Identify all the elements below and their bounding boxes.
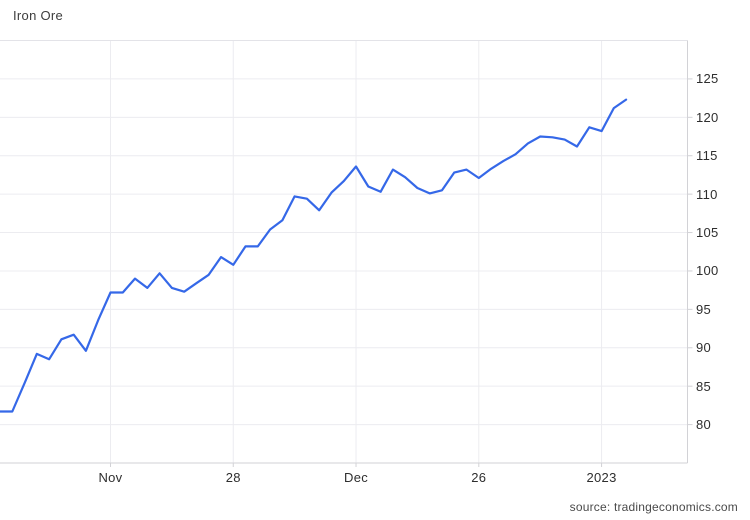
y-tick-label: 120 [696,109,719,125]
x-tick-label: Dec [344,470,369,485]
x-tick-label: Nov [98,470,123,485]
y-tick-label: 85 [696,378,712,394]
x-tick-label: 28 [225,470,241,485]
y-tick-label: 90 [696,340,712,356]
y-tick-label: 100 [696,263,719,279]
chart-title: Iron Ore [13,8,64,23]
y-tick-label: 125 [696,71,719,87]
y-tick-label: 80 [696,417,712,433]
y-tick-label: 95 [696,301,712,317]
y-tick-label: 110 [696,186,718,202]
x-tick-label: 2023 [586,470,617,485]
y-tick-label: 105 [696,225,719,241]
source-attribution: source: tradingeconomics.com [569,500,738,514]
y-tick-label: 115 [696,148,718,164]
x-tick-label: 26 [471,470,487,485]
price-line-series[interactable] [0,98,628,413]
